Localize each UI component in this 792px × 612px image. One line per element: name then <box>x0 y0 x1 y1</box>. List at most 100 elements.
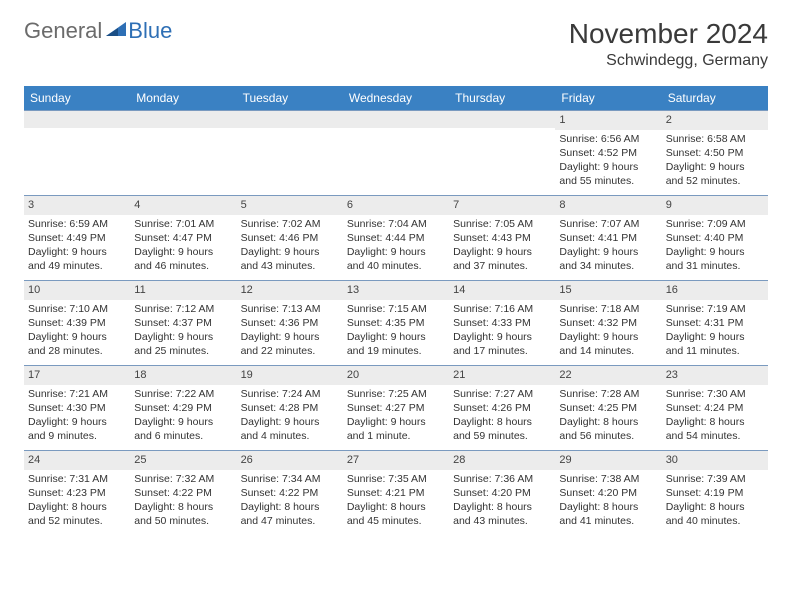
logo-text-blue: Blue <box>128 18 172 44</box>
day-cell: 3Sunrise: 6:59 AMSunset: 4:49 PMDaylight… <box>24 196 130 280</box>
day-cell: 19Sunrise: 7:24 AMSunset: 4:28 PMDayligh… <box>237 366 343 450</box>
day-body: Sunrise: 7:19 AMSunset: 4:31 PMDaylight:… <box>662 300 768 363</box>
day-header-cell: Tuesday <box>237 86 343 110</box>
week-row: 10Sunrise: 7:10 AMSunset: 4:39 PMDayligh… <box>24 280 768 365</box>
day-cell: 14Sunrise: 7:16 AMSunset: 4:33 PMDayligh… <box>449 281 555 365</box>
day-number: 26 <box>237 451 343 470</box>
day-number: 3 <box>24 196 130 215</box>
day-number: 19 <box>237 366 343 385</box>
sunset-text: Sunset: 4:33 PM <box>453 316 551 330</box>
day-number: 28 <box>449 451 555 470</box>
daylight-text: Daylight: 8 hours and 52 minutes. <box>28 500 126 528</box>
logo-text-general: General <box>24 18 102 44</box>
day-number: 17 <box>24 366 130 385</box>
day-number: 23 <box>662 366 768 385</box>
sunset-text: Sunset: 4:43 PM <box>453 231 551 245</box>
sunset-text: Sunset: 4:22 PM <box>134 486 232 500</box>
daylight-text: Daylight: 9 hours and 14 minutes. <box>559 330 657 358</box>
day-header-cell: Wednesday <box>343 86 449 110</box>
day-number <box>343 111 449 128</box>
sunset-text: Sunset: 4:37 PM <box>134 316 232 330</box>
day-cell: 4Sunrise: 7:01 AMSunset: 4:47 PMDaylight… <box>130 196 236 280</box>
sunrise-text: Sunrise: 7:25 AM <box>347 387 445 401</box>
sunrise-text: Sunrise: 7:15 AM <box>347 302 445 316</box>
sunrise-text: Sunrise: 7:32 AM <box>134 472 232 486</box>
sunrise-text: Sunrise: 7:22 AM <box>134 387 232 401</box>
day-body: Sunrise: 7:36 AMSunset: 4:20 PMDaylight:… <box>449 470 555 533</box>
day-body: Sunrise: 7:30 AMSunset: 4:24 PMDaylight:… <box>662 385 768 448</box>
day-cell <box>130 111 236 195</box>
daylight-text: Daylight: 9 hours and 43 minutes. <box>241 245 339 273</box>
day-cell: 15Sunrise: 7:18 AMSunset: 4:32 PMDayligh… <box>555 281 661 365</box>
daylight-text: Daylight: 9 hours and 17 minutes. <box>453 330 551 358</box>
day-cell: 26Sunrise: 7:34 AMSunset: 4:22 PMDayligh… <box>237 451 343 535</box>
sunrise-text: Sunrise: 7:24 AM <box>241 387 339 401</box>
sunrise-text: Sunrise: 7:09 AM <box>666 217 764 231</box>
day-cell: 9Sunrise: 7:09 AMSunset: 4:40 PMDaylight… <box>662 196 768 280</box>
day-body: Sunrise: 7:04 AMSunset: 4:44 PMDaylight:… <box>343 215 449 278</box>
daylight-text: Daylight: 9 hours and 46 minutes. <box>134 245 232 273</box>
daylight-text: Daylight: 8 hours and 59 minutes. <box>453 415 551 443</box>
day-number <box>449 111 555 128</box>
day-body: Sunrise: 7:21 AMSunset: 4:30 PMDaylight:… <box>24 385 130 448</box>
day-number: 10 <box>24 281 130 300</box>
day-number <box>237 111 343 128</box>
day-number: 21 <box>449 366 555 385</box>
sunrise-text: Sunrise: 7:21 AM <box>28 387 126 401</box>
day-cell: 29Sunrise: 7:38 AMSunset: 4:20 PMDayligh… <box>555 451 661 535</box>
daylight-text: Daylight: 9 hours and 28 minutes. <box>28 330 126 358</box>
day-cell: 18Sunrise: 7:22 AMSunset: 4:29 PMDayligh… <box>130 366 236 450</box>
sunset-text: Sunset: 4:40 PM <box>666 231 764 245</box>
day-cell: 30Sunrise: 7:39 AMSunset: 4:19 PMDayligh… <box>662 451 768 535</box>
day-body: Sunrise: 7:15 AMSunset: 4:35 PMDaylight:… <box>343 300 449 363</box>
sunrise-text: Sunrise: 7:18 AM <box>559 302 657 316</box>
sunrise-text: Sunrise: 7:31 AM <box>28 472 126 486</box>
day-body: Sunrise: 7:35 AMSunset: 4:21 PMDaylight:… <box>343 470 449 533</box>
day-body: Sunrise: 7:01 AMSunset: 4:47 PMDaylight:… <box>130 215 236 278</box>
day-body: Sunrise: 7:02 AMSunset: 4:46 PMDaylight:… <box>237 215 343 278</box>
day-body: Sunrise: 7:16 AMSunset: 4:33 PMDaylight:… <box>449 300 555 363</box>
sunset-text: Sunset: 4:47 PM <box>134 231 232 245</box>
day-body <box>130 128 236 188</box>
header: General Blue November 2024 Schwindegg, G… <box>0 0 792 78</box>
daylight-text: Daylight: 8 hours and 54 minutes. <box>666 415 764 443</box>
sunset-text: Sunset: 4:21 PM <box>347 486 445 500</box>
day-body: Sunrise: 7:34 AMSunset: 4:22 PMDaylight:… <box>237 470 343 533</box>
sunset-text: Sunset: 4:19 PM <box>666 486 764 500</box>
logo: General Blue <box>24 18 172 44</box>
day-cell: 6Sunrise: 7:04 AMSunset: 4:44 PMDaylight… <box>343 196 449 280</box>
daylight-text: Daylight: 9 hours and 31 minutes. <box>666 245 764 273</box>
daylight-text: Daylight: 9 hours and 6 minutes. <box>134 415 232 443</box>
day-number: 6 <box>343 196 449 215</box>
day-number: 16 <box>662 281 768 300</box>
day-body: Sunrise: 7:13 AMSunset: 4:36 PMDaylight:… <box>237 300 343 363</box>
day-number: 27 <box>343 451 449 470</box>
sunset-text: Sunset: 4:20 PM <box>453 486 551 500</box>
sunset-text: Sunset: 4:35 PM <box>347 316 445 330</box>
day-number: 2 <box>662 111 768 130</box>
sunrise-text: Sunrise: 7:10 AM <box>28 302 126 316</box>
sunrise-text: Sunrise: 6:56 AM <box>559 132 657 146</box>
daylight-text: Daylight: 8 hours and 45 minutes. <box>347 500 445 528</box>
day-body: Sunrise: 7:32 AMSunset: 4:22 PMDaylight:… <box>130 470 236 533</box>
day-body <box>24 128 130 188</box>
daylight-text: Daylight: 8 hours and 41 minutes. <box>559 500 657 528</box>
day-number <box>130 111 236 128</box>
location: Schwindegg, Germany <box>569 52 768 70</box>
sunrise-text: Sunrise: 7:05 AM <box>453 217 551 231</box>
daylight-text: Daylight: 9 hours and 37 minutes. <box>453 245 551 273</box>
sunrise-text: Sunrise: 7:38 AM <box>559 472 657 486</box>
sunrise-text: Sunrise: 7:16 AM <box>453 302 551 316</box>
daylight-text: Daylight: 9 hours and 52 minutes. <box>666 160 764 188</box>
day-cell: 7Sunrise: 7:05 AMSunset: 4:43 PMDaylight… <box>449 196 555 280</box>
day-cell: 17Sunrise: 7:21 AMSunset: 4:30 PMDayligh… <box>24 366 130 450</box>
day-header-cell: Thursday <box>449 86 555 110</box>
title-block: November 2024 Schwindegg, Germany <box>569 18 768 70</box>
day-number: 30 <box>662 451 768 470</box>
sunset-text: Sunset: 4:49 PM <box>28 231 126 245</box>
day-cell: 27Sunrise: 7:35 AMSunset: 4:21 PMDayligh… <box>343 451 449 535</box>
sunrise-text: Sunrise: 7:01 AM <box>134 217 232 231</box>
day-number: 24 <box>24 451 130 470</box>
day-body: Sunrise: 6:59 AMSunset: 4:49 PMDaylight:… <box>24 215 130 278</box>
day-body: Sunrise: 6:56 AMSunset: 4:52 PMDaylight:… <box>555 130 661 193</box>
